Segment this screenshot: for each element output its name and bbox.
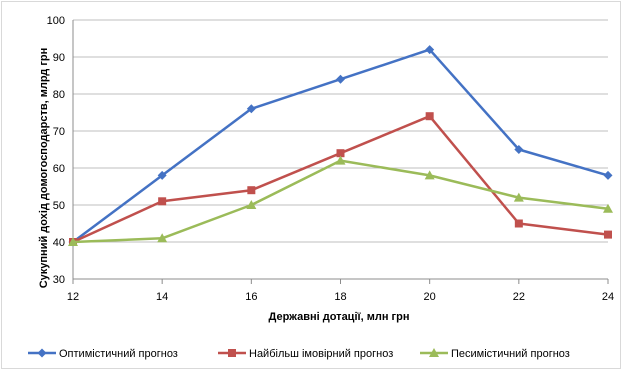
x-tick-label: 20 xyxy=(424,291,436,303)
data-point xyxy=(514,145,524,154)
x-tick-label: 12 xyxy=(67,291,79,303)
axes xyxy=(72,20,609,284)
data-point xyxy=(336,74,345,84)
data-point xyxy=(513,192,524,202)
x-tick-label: 14 xyxy=(156,291,168,303)
gridlines xyxy=(73,19,608,243)
legend-label: Оптимістичний прогноз xyxy=(59,348,178,360)
data-point xyxy=(157,233,168,243)
x-tick-label: 22 xyxy=(513,291,525,303)
legend-marker xyxy=(37,348,47,358)
x-tick-label: 18 xyxy=(334,291,346,303)
legend-marker xyxy=(228,349,236,357)
series-1 xyxy=(68,45,613,247)
y-axis-label: Сукупний дохід домогосподарств, млрд грн xyxy=(38,48,50,289)
data-point xyxy=(157,170,167,180)
series-group xyxy=(68,45,613,247)
series-3 xyxy=(68,155,613,246)
legend-item-2: Найбільш імовірний прогноз xyxy=(218,348,393,360)
y-tick-label: 90 xyxy=(53,52,65,64)
data-point xyxy=(425,112,434,121)
x-tick-label: 16 xyxy=(245,291,257,303)
data-point xyxy=(335,155,346,165)
series-line xyxy=(72,114,609,244)
x-tick-label: 24 xyxy=(602,291,614,303)
data-point xyxy=(425,45,435,55)
legend: Оптимістичний прогноз Найбільш імовірний … xyxy=(28,348,570,360)
y-tick-labels: 30 40 50 60 70 80 90 100 xyxy=(47,15,65,286)
data-point xyxy=(603,203,613,213)
data-point xyxy=(603,170,613,180)
series-2 xyxy=(69,112,612,246)
data-point xyxy=(604,230,612,239)
data-point xyxy=(158,197,167,206)
legend-label: Песимістичний прогноз xyxy=(451,348,570,360)
data-point xyxy=(247,186,256,195)
data-point xyxy=(424,170,435,180)
series-line xyxy=(72,159,609,244)
data-point xyxy=(68,237,78,246)
x-axis-label: Державні дотації, млн грн xyxy=(269,311,410,323)
y-tick-label: 60 xyxy=(53,163,65,175)
data-point xyxy=(514,219,523,228)
y-tick-label: 70 xyxy=(53,126,65,138)
y-tick-label: 100 xyxy=(47,15,65,27)
y-tick-label: 40 xyxy=(53,237,65,249)
legend-marker xyxy=(429,348,439,357)
legend-item-1: Оптимістичний прогноз xyxy=(28,348,178,360)
data-point xyxy=(246,200,257,209)
legend-label: Найбільш імовірний прогноз xyxy=(249,348,393,360)
y-tick-label: 50 xyxy=(53,200,65,212)
legend-item-3: Песимістичний прогноз xyxy=(420,348,570,360)
y-tick-label: 30 xyxy=(53,274,65,286)
data-point xyxy=(336,149,345,158)
data-point xyxy=(246,104,256,114)
x-tick-labels: 12 14 16 18 20 22 24 xyxy=(67,291,614,303)
y-tick-label: 80 xyxy=(53,89,65,101)
